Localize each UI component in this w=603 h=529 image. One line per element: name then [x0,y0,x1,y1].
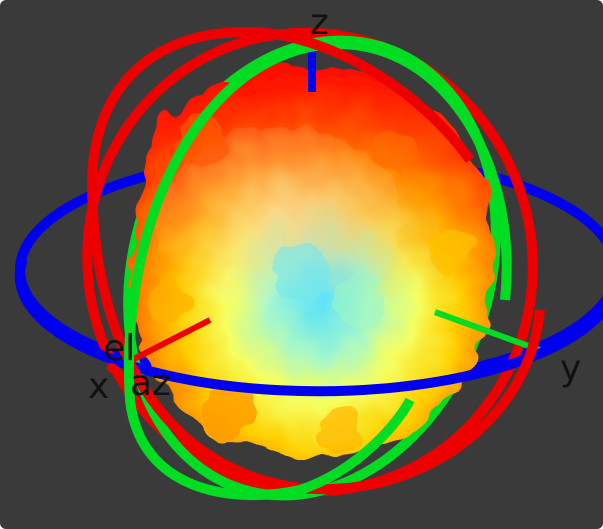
z-axis-label: z [310,2,329,43]
elevation-label: el [103,328,135,369]
y-axis-line [433,309,547,355]
y-axis-label: y [560,348,581,389]
yz-ring-front [124,43,415,500]
rings-front [14,26,603,500]
azimuth-label: az [130,363,171,404]
azimuth-ring-front [14,257,603,397]
radiation-pattern-surface[interactable] [131,65,494,457]
x-axis-origin-dot [107,363,117,373]
x-axis-label: x [88,366,109,407]
xz-ring-front-top [87,26,475,181]
x-axis-line [126,317,212,365]
yz-ring-front-right [303,39,512,301]
